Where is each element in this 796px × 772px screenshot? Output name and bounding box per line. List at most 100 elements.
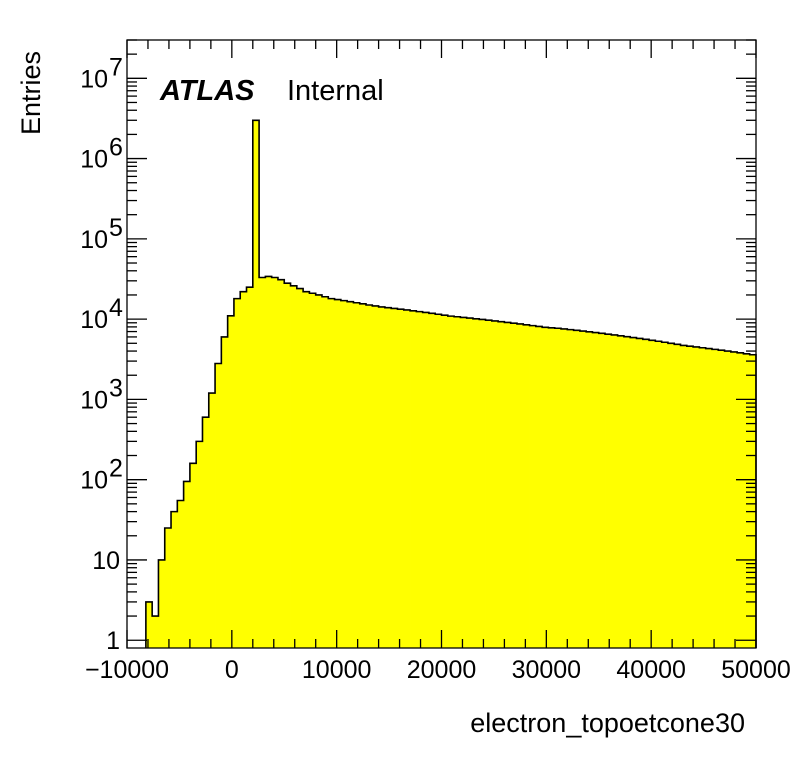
svg-text:10: 10 xyxy=(80,226,108,254)
histogram-bar xyxy=(183,481,191,648)
x-tick-label: 50000 xyxy=(721,656,791,684)
x-tick-label: 20000 xyxy=(407,656,477,684)
histogram-bar xyxy=(466,318,474,648)
histogram-bar xyxy=(428,313,436,648)
histogram-bar xyxy=(630,337,637,648)
x-tick-label: 10000 xyxy=(302,656,372,684)
histogram-outline xyxy=(145,119,757,648)
x-tick-labels: −10000 0 10000 20000 30000 40000 50000 xyxy=(85,656,791,684)
histogram-bar xyxy=(328,298,335,648)
histogram-bar xyxy=(561,328,568,648)
svg-text:10: 10 xyxy=(80,386,108,414)
svg-text:10: 10 xyxy=(80,146,108,174)
atlas-label: ATLAS xyxy=(159,75,255,107)
histogram-bar xyxy=(290,285,298,648)
histogram-bar xyxy=(605,334,612,648)
histogram-bar xyxy=(246,287,254,648)
histogram-bar xyxy=(447,316,455,648)
svg-text:10: 10 xyxy=(80,65,108,93)
y-tick-exponent: 4 xyxy=(109,294,123,322)
histogram-bar xyxy=(202,417,210,648)
histogram-bar xyxy=(592,332,600,648)
internal-label: Internal xyxy=(287,75,384,107)
histogram-bar xyxy=(649,340,656,648)
histogram-bar xyxy=(498,321,505,648)
histogram-bar xyxy=(416,311,424,648)
histogram-bar xyxy=(271,277,279,648)
histogram-bar xyxy=(491,320,499,648)
histogram-bar xyxy=(340,300,348,648)
histogram-bar xyxy=(542,327,549,648)
histogram-bar xyxy=(718,350,725,648)
histogram-bar xyxy=(215,363,222,648)
histogram-bar xyxy=(667,343,675,648)
histogram-bar xyxy=(485,320,493,648)
histogram-bar xyxy=(145,601,153,648)
y-tick-exponent: 6 xyxy=(109,134,123,162)
histogram-bar xyxy=(403,309,411,648)
histogram-bar xyxy=(686,346,694,648)
histogram-bar xyxy=(303,291,310,648)
histogram-bar xyxy=(586,331,593,648)
histogram-bar xyxy=(259,277,266,648)
x-tick-label: 30000 xyxy=(512,656,582,684)
histogram-bar xyxy=(579,331,587,648)
y-tick-exponent: 5 xyxy=(109,214,123,242)
histogram-bar xyxy=(391,308,398,648)
histogram-bar xyxy=(705,348,713,648)
histogram-bar xyxy=(196,441,203,648)
histogram-bar xyxy=(724,351,732,648)
histogram-bar xyxy=(177,500,185,648)
histogram-bar xyxy=(321,296,329,648)
histogram-bar xyxy=(296,288,304,648)
y-tick-label: 10 7 xyxy=(80,53,123,93)
y-tick-label: 10 3 xyxy=(80,374,123,414)
histogram-bar xyxy=(529,325,537,648)
histogram-bar xyxy=(623,336,631,648)
histogram-bar xyxy=(567,329,574,648)
histogram-bar xyxy=(743,353,751,648)
histogram-bar xyxy=(240,291,247,648)
histogram-bar xyxy=(642,339,650,648)
histogram-bar xyxy=(347,301,354,648)
histogram-bar xyxy=(479,319,486,648)
y-tick-label: 10 xyxy=(92,547,120,575)
histogram-bar xyxy=(730,351,738,648)
histogram-bar xyxy=(554,328,562,648)
histogram-bar xyxy=(366,304,373,648)
histogram-bar xyxy=(711,349,719,648)
histogram-bar xyxy=(674,344,681,648)
y-tick-label: 10 4 xyxy=(80,294,123,334)
x-tick-label: 40000 xyxy=(616,656,686,684)
histogram-bar xyxy=(410,310,417,648)
histogram-bar xyxy=(384,307,392,648)
histogram-bar xyxy=(680,345,688,648)
histogram-bar xyxy=(334,299,342,648)
x-axis-title: electron_topoetcone30 xyxy=(470,708,745,738)
histogram-bar xyxy=(598,333,606,648)
y-tick-label: 10 5 xyxy=(80,214,123,254)
histogram-bar xyxy=(158,559,166,648)
histogram-bar xyxy=(617,335,625,648)
histogram-bar xyxy=(611,334,619,648)
histogram-bar xyxy=(265,276,273,648)
svg-text:10: 10 xyxy=(80,467,108,495)
histogram-bar xyxy=(636,338,644,648)
histogram-bar xyxy=(277,279,285,648)
y-tick-label: 10 6 xyxy=(80,134,123,174)
histogram-bar xyxy=(472,318,480,648)
histogram-bar xyxy=(397,309,405,648)
histogram-bar xyxy=(378,306,386,648)
histogram-bar xyxy=(435,314,442,648)
y-axis-title: Entries xyxy=(16,51,46,135)
histogram-bar xyxy=(309,293,317,648)
histogram-bar xyxy=(504,322,512,648)
svg-text:1: 1 xyxy=(106,627,120,655)
histogram-bar xyxy=(460,317,468,648)
histogram-bar xyxy=(655,341,663,648)
histogram-bar xyxy=(372,305,379,648)
histogram-bar xyxy=(171,511,178,648)
histogram-bar xyxy=(221,336,229,648)
histogram-bar xyxy=(422,312,430,648)
